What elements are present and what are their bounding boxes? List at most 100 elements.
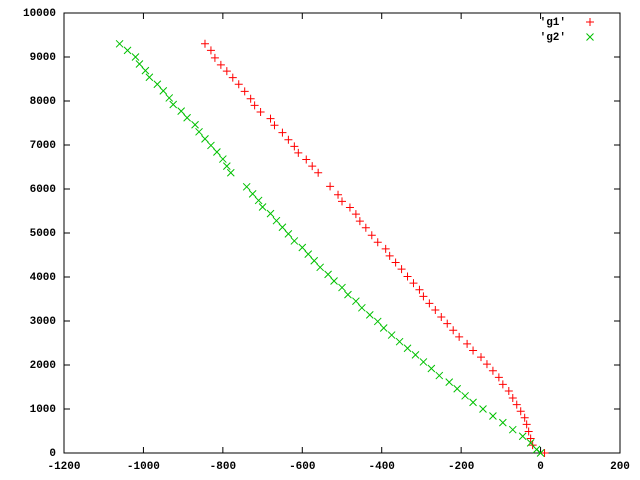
point — [278, 223, 287, 232]
point — [145, 73, 154, 82]
point — [482, 360, 491, 369]
point — [461, 391, 469, 400]
x-tick-label: 0 — [537, 461, 544, 473]
legend-label: 'g2' — [540, 32, 566, 44]
point — [477, 353, 485, 362]
point — [361, 223, 370, 232]
point — [159, 87, 168, 95]
point — [435, 371, 444, 380]
point — [463, 339, 472, 348]
y-tick-label: 10000 — [23, 8, 56, 20]
point — [165, 94, 174, 102]
point — [254, 196, 263, 205]
y-tick-label: 5000 — [30, 228, 56, 240]
point — [284, 135, 293, 144]
point — [115, 39, 124, 48]
point — [365, 310, 374, 319]
point — [403, 344, 412, 353]
point — [308, 162, 317, 171]
point — [228, 73, 237, 82]
point — [352, 297, 360, 306]
point — [302, 155, 311, 164]
point — [427, 364, 436, 373]
point — [449, 326, 458, 335]
point — [258, 203, 267, 211]
point — [226, 168, 235, 177]
point — [355, 217, 364, 226]
y-tick-label: 4000 — [30, 272, 56, 284]
point — [330, 277, 338, 285]
point — [201, 134, 209, 143]
x-tick-label: -200 — [448, 461, 474, 473]
point — [222, 162, 231, 170]
point — [242, 182, 251, 191]
point — [479, 405, 487, 413]
point — [504, 386, 513, 395]
point — [508, 425, 517, 434]
point — [250, 101, 259, 110]
point — [431, 306, 440, 314]
y-tick-label: 8000 — [30, 96, 56, 108]
y-tick-label: 6000 — [30, 184, 56, 196]
point — [520, 413, 529, 422]
point — [425, 299, 434, 308]
point — [373, 317, 382, 326]
point — [298, 243, 307, 252]
point — [153, 80, 162, 89]
point — [373, 238, 382, 247]
point — [304, 250, 313, 258]
point — [324, 270, 332, 279]
point — [256, 108, 265, 116]
point — [518, 432, 527, 441]
point — [219, 155, 227, 163]
x-tick-label: -800 — [210, 461, 236, 473]
point — [338, 283, 346, 292]
point — [411, 351, 420, 359]
point — [290, 142, 299, 151]
point — [488, 366, 497, 375]
point — [344, 290, 352, 299]
point — [524, 427, 533, 436]
point — [381, 244, 390, 253]
point — [489, 412, 497, 420]
point — [278, 128, 287, 137]
point — [516, 407, 525, 416]
point — [141, 66, 150, 75]
point — [183, 113, 191, 122]
point — [314, 168, 323, 177]
point — [123, 46, 132, 55]
point — [397, 265, 406, 274]
point — [210, 53, 219, 62]
y-tick-label: 7000 — [30, 140, 56, 152]
point — [270, 121, 279, 130]
point — [358, 303, 366, 312]
point — [508, 394, 517, 402]
point — [469, 346, 478, 355]
point — [216, 60, 225, 69]
point — [453, 384, 462, 393]
point — [191, 120, 199, 129]
point — [266, 209, 275, 218]
point — [419, 292, 428, 301]
point — [536, 449, 545, 457]
point — [213, 148, 221, 156]
point — [415, 285, 424, 294]
legend-marker — [586, 18, 594, 26]
x-tick-label: 200 — [610, 461, 630, 473]
point — [310, 256, 319, 265]
point — [409, 279, 418, 288]
point — [526, 434, 535, 443]
point — [469, 398, 477, 407]
point — [248, 189, 257, 198]
point — [445, 378, 454, 387]
point — [246, 94, 255, 103]
point — [498, 380, 507, 389]
point — [294, 148, 303, 157]
point — [395, 337, 404, 346]
point — [419, 358, 428, 366]
point — [131, 53, 140, 61]
point — [512, 400, 521, 409]
point — [334, 190, 343, 199]
point — [266, 114, 275, 123]
point — [437, 313, 446, 322]
